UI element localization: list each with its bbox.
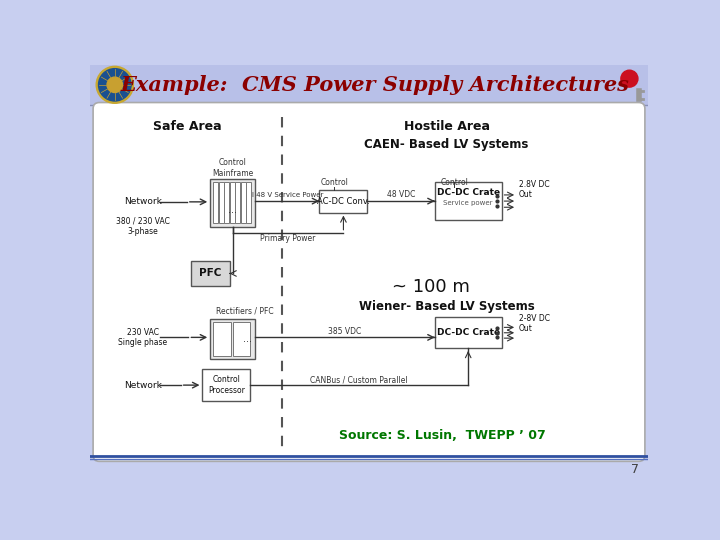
Bar (246, 182, 251, 224)
Bar (219, 182, 223, 224)
Text: Control: Control (441, 178, 468, 187)
Text: Wiener- Based LV Systems: Wiener- Based LV Systems (359, 300, 534, 313)
Text: PFC: PFC (199, 268, 221, 279)
Circle shape (107, 77, 122, 92)
FancyBboxPatch shape (93, 103, 645, 461)
Text: DC-DC Crate: DC-DC Crate (436, 328, 500, 338)
Text: CANBus / Custom Parallel: CANBus / Custom Parallel (310, 375, 408, 384)
Text: Network: Network (124, 197, 161, 206)
Text: Network: Network (124, 381, 161, 390)
Text: 380 / 230 VAC
3-phase: 380 / 230 VAC 3-phase (116, 217, 170, 236)
Bar (235, 182, 240, 224)
Text: ...: ... (228, 205, 237, 215)
Text: 230 VAC
Single phase: 230 VAC Single phase (118, 328, 167, 347)
Text: Primary Power: Primary Power (261, 234, 315, 244)
Text: 2-8V DC
Out: 2-8V DC Out (518, 314, 549, 333)
Text: 2.8V DC
Out: 2.8V DC Out (518, 180, 549, 199)
Text: Rectifiers / PFC: Rectifiers / PFC (216, 307, 274, 316)
Text: Safe Area: Safe Area (153, 120, 221, 133)
Bar (320, 190, 367, 213)
Circle shape (96, 66, 133, 103)
Text: 385 VDC: 385 VDC (328, 327, 361, 336)
Bar (213, 322, 231, 356)
Text: Control: Control (320, 178, 348, 187)
Bar (210, 319, 255, 359)
Text: Control
Processor: Control Processor (208, 375, 245, 395)
Text: Control
Mainframe: Control Mainframe (212, 158, 253, 178)
Circle shape (99, 69, 131, 101)
Text: 7: 7 (631, 463, 639, 476)
Bar (233, 322, 251, 356)
Text: Example:  CMS Power Supply Architectures: Example: CMS Power Supply Architectures (121, 75, 629, 95)
Text: Source: S. Lusin,  TWEPP ’ 07: Source: S. Lusin, TWEPP ’ 07 (339, 429, 546, 442)
Text: Service power: Service power (444, 200, 493, 206)
Text: 48 VDC: 48 VDC (387, 191, 415, 199)
Bar (213, 182, 218, 224)
Text: ~ 100 m: ~ 100 m (392, 278, 470, 295)
Text: AC-DC Conv.: AC-DC Conv. (317, 197, 370, 206)
Bar (191, 261, 230, 286)
Text: DC-DC Crate: DC-DC Crate (436, 188, 500, 197)
Bar (202, 369, 251, 401)
Bar (435, 318, 502, 348)
Bar (435, 182, 502, 220)
Text: ...: ... (243, 334, 252, 344)
Bar (241, 182, 246, 224)
Bar (210, 179, 255, 226)
Circle shape (621, 70, 638, 87)
Bar (230, 182, 235, 224)
Text: I 48 V Service Power: I 48 V Service Power (251, 192, 323, 198)
Bar (225, 182, 229, 224)
Bar (90, 65, 648, 105)
Text: CAEN- Based LV Systems: CAEN- Based LV Systems (364, 138, 528, 151)
Text: Hostile Area: Hostile Area (403, 120, 490, 133)
